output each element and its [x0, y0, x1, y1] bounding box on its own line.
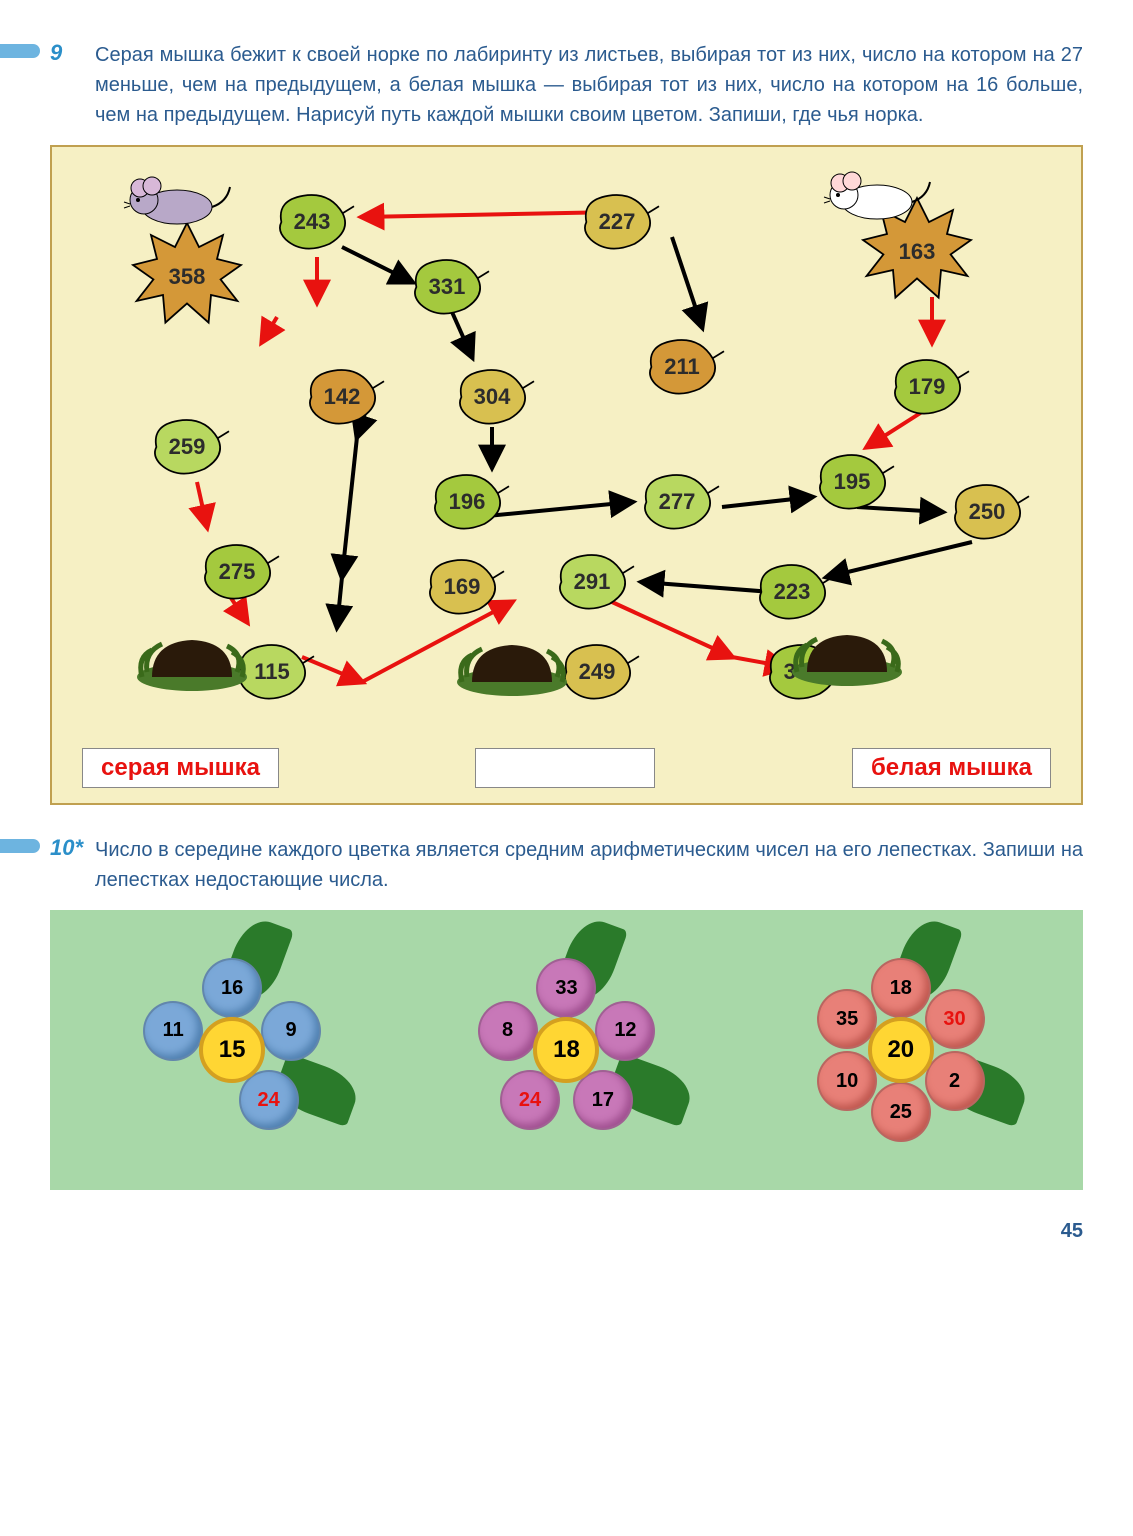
petal: 25	[871, 1082, 931, 1142]
task-9-number: 9	[50, 40, 80, 66]
petal: 24	[239, 1070, 299, 1130]
leaf-358: 358	[112, 217, 262, 337]
petal: 17	[573, 1070, 633, 1130]
leaf-291: 291	[547, 547, 637, 617]
hole-1	[452, 627, 572, 697]
leaf-196: 196	[422, 467, 512, 537]
leaf-227: 227	[572, 187, 662, 257]
petal: 35	[817, 989, 877, 1049]
flower-1: 33121724818	[426, 930, 706, 1170]
hole-2	[787, 617, 907, 687]
mouse-gray	[122, 172, 232, 232]
leaf-331: 331	[402, 252, 492, 322]
leaf-275: 275	[192, 537, 282, 607]
answer-left: серая мышка	[82, 748, 279, 788]
hole-0	[132, 622, 252, 692]
leaf-179: 179	[882, 352, 972, 422]
petal: 9	[261, 1001, 321, 1061]
page-number: 45	[50, 1220, 1083, 1243]
leaf-277: 277	[632, 467, 722, 537]
task-10-text: Число в середине каждого цветка является…	[95, 835, 1083, 895]
petal: 30	[925, 989, 985, 1049]
task-9: 9 Серая мышка бежит к своей норке по лаб…	[50, 40, 1083, 805]
flower-center: 15	[199, 1017, 265, 1083]
petal: 10	[817, 1051, 877, 1111]
answer-right: белая мышка	[852, 748, 1051, 788]
leaf-304: 304	[447, 362, 537, 432]
task-10-number: 10*	[50, 835, 80, 861]
leaf-259: 259	[142, 412, 232, 482]
mouse-white	[822, 167, 932, 227]
leaf-maze: серая мышка белая мышка 3582432271633311…	[50, 145, 1083, 805]
task-9-text: Серая мышка бежит к своей норке по лабир…	[95, 40, 1083, 130]
petal: 16	[202, 958, 262, 1018]
flower-0: 169 24 1115	[92, 930, 372, 1170]
petal: 18	[871, 958, 931, 1018]
flower-center: 20	[868, 1017, 934, 1083]
task-10-header: 10* Число в середине каждого цветка явля…	[50, 835, 1083, 895]
leaf-195: 195	[807, 447, 897, 517]
leaf-211: 211	[637, 332, 727, 402]
flowers-panel: 169 24 1115 3312 17 24 8 181830225103520	[50, 910, 1083, 1190]
leaf-169: 169	[417, 552, 507, 622]
flower-2: 1830225103520	[761, 930, 1041, 1170]
answer-middle	[475, 748, 655, 788]
petal: 12	[595, 1001, 655, 1061]
petal: 33	[536, 958, 596, 1018]
leaf-250: 250	[942, 477, 1032, 547]
maze-answer-bar: серая мышка белая мышка	[52, 748, 1081, 788]
petal: 2	[925, 1051, 985, 1111]
leaf-243: 243	[267, 187, 357, 257]
petal: 8	[478, 1001, 538, 1061]
petal: 11	[143, 1001, 203, 1061]
leaf-142: 142	[297, 362, 387, 432]
task-9-header: 9 Серая мышка бежит к своей норке по лаб…	[50, 40, 1083, 130]
task-10: 10* Число в середине каждого цветка явля…	[50, 835, 1083, 1190]
